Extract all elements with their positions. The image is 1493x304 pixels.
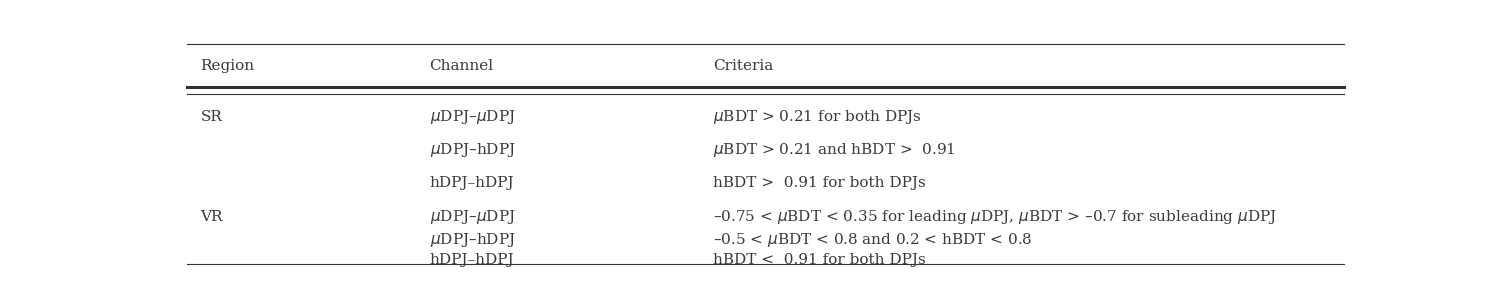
Text: –0.5 < $\mu$BDT < 0.8 and 0.2 < hBDT < 0.8: –0.5 < $\mu$BDT < 0.8 and 0.2 < hBDT < 0… [714,231,1032,249]
Text: hDPJ–hDPJ: hDPJ–hDPJ [430,176,514,190]
Text: –0.75 < $\mu$BDT < 0.35 for leading $\mu$DPJ, $\mu$BDT > –0.7 for subleading $\m: –0.75 < $\mu$BDT < 0.35 for leading $\mu… [714,208,1278,226]
Text: $\mu$DPJ–hDPJ: $\mu$DPJ–hDPJ [430,141,515,159]
Text: Region: Region [200,59,255,73]
Text: hDPJ–hDPJ: hDPJ–hDPJ [430,253,514,267]
Text: $\mu$DPJ–$\mu$DPJ: $\mu$DPJ–$\mu$DPJ [430,108,515,126]
Text: Criteria: Criteria [714,59,773,73]
Text: VR: VR [200,210,222,224]
Text: SR: SR [200,110,222,124]
Text: $\mu$BDT > 0.21 and hBDT >  0.91: $\mu$BDT > 0.21 and hBDT > 0.91 [714,141,956,159]
Text: $\mu$DPJ–hDPJ: $\mu$DPJ–hDPJ [430,231,515,249]
Text: hBDT >  0.91 for both DPJs: hBDT > 0.91 for both DPJs [714,176,926,190]
Text: $\mu$DPJ–$\mu$DPJ: $\mu$DPJ–$\mu$DPJ [430,208,515,226]
Text: $\mu$BDT > 0.21 for both DPJs: $\mu$BDT > 0.21 for both DPJs [714,108,921,126]
Text: hBDT <  0.91 for both DPJs: hBDT < 0.91 for both DPJs [714,253,926,267]
Text: Channel: Channel [430,59,494,73]
